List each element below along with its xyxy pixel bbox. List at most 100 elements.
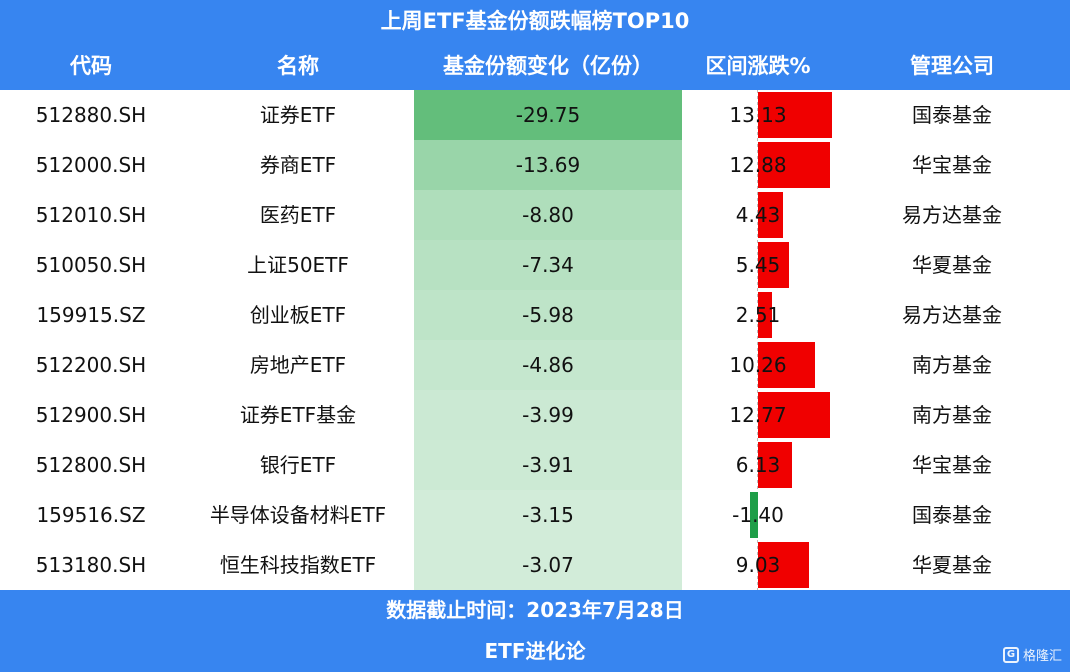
range-change-value: 12.77 bbox=[729, 403, 787, 427]
share-change-value: -5.98 bbox=[522, 303, 574, 327]
cell-range-change: 6.13 bbox=[682, 440, 834, 490]
share-change-value: -3.99 bbox=[522, 403, 574, 427]
table-row: 512800.SH 银行ETF -3.91 6.13 华宝基金 bbox=[0, 440, 1070, 490]
range-change-value: 13.13 bbox=[729, 103, 787, 127]
watermark-logo-icon: G bbox=[1002, 646, 1019, 663]
share-change-heat-fill bbox=[414, 190, 682, 240]
cell-code: 512010.SH bbox=[35, 203, 147, 227]
cell-share-change: -3.15 bbox=[414, 490, 682, 540]
source-label: ETF进化论 bbox=[484, 639, 586, 663]
share-change-heat-fill bbox=[414, 240, 682, 290]
cell-name: 创业板ETF bbox=[249, 303, 347, 327]
cell-company: 华宝基金 bbox=[912, 453, 992, 477]
range-change-bar bbox=[758, 92, 832, 138]
data-cutoff-note: 数据截止时间：2023年7月28日 bbox=[386, 598, 684, 622]
range-change-bar bbox=[758, 192, 783, 238]
range-change-bar bbox=[758, 142, 831, 188]
column-header-company: 管理公司 bbox=[910, 54, 994, 78]
range-change-value: 6.13 bbox=[735, 453, 781, 477]
table-row: 513180.SH 恒生科技指数ETF -3.07 9.03 华夏基金 bbox=[0, 540, 1070, 590]
cell-range-change: 4.43 bbox=[682, 190, 834, 240]
share-change-value: -7.34 bbox=[522, 253, 574, 277]
table-row: 512200.SH 房地产ETF -4.86 10.26 南方基金 bbox=[0, 340, 1070, 390]
share-change-value: -8.80 bbox=[522, 203, 574, 227]
cell-share-change: -3.07 bbox=[414, 540, 682, 590]
watermark: G 格隆汇 bbox=[1002, 645, 1062, 664]
cell-name: 银行ETF bbox=[259, 453, 337, 477]
cell-company: 国泰基金 bbox=[912, 103, 992, 127]
cell-company: 易方达基金 bbox=[902, 303, 1002, 327]
watermark-text: 格隆汇 bbox=[1022, 649, 1062, 664]
range-zero-axis bbox=[757, 90, 758, 590]
share-change-heat-fill bbox=[414, 290, 682, 340]
cell-share-change: -3.99 bbox=[414, 390, 682, 440]
cell-code: 512880.SH bbox=[35, 103, 147, 127]
cell-name: 恒生科技指数ETF bbox=[219, 553, 377, 577]
share-change-value: -3.15 bbox=[522, 503, 574, 527]
range-change-bar bbox=[758, 542, 809, 588]
table-title: 上周ETF基金份额跌幅榜TOP10 bbox=[0, 0, 1070, 42]
data-table: 512880.SH 证券ETF -29.75 13.13 国泰基金 512000.SH 券商… bbox=[0, 90, 1070, 590]
cell-name: 房地产ETF bbox=[249, 353, 347, 377]
share-change-value: -3.07 bbox=[522, 553, 574, 577]
column-header-share-change: 基金份额变化（亿份） bbox=[443, 54, 653, 78]
cell-name: 上证50ETF bbox=[247, 253, 349, 277]
range-change-bar bbox=[758, 292, 773, 338]
share-change-value: -29.75 bbox=[515, 103, 581, 127]
cell-share-change: -3.91 bbox=[414, 440, 682, 490]
range-change-bar bbox=[758, 342, 816, 388]
share-change-value: -3.91 bbox=[522, 453, 574, 477]
cell-code: 512900.SH bbox=[35, 403, 147, 427]
cell-range-change: -1.40 bbox=[682, 490, 834, 540]
cell-share-change: -13.69 bbox=[414, 140, 682, 190]
table-row: 510050.SH 上证50ETF -7.34 5.45 华夏基金 bbox=[0, 240, 1070, 290]
cell-company: 国泰基金 bbox=[912, 503, 992, 527]
cell-share-change: -4.86 bbox=[414, 340, 682, 390]
column-header-row: 代码 名称 基金份额变化（亿份） 区间涨跌% 管理公司 bbox=[0, 42, 1070, 90]
range-change-value: 4.43 bbox=[735, 203, 781, 227]
table-row: 512880.SH 证券ETF -29.75 13.13 国泰基金 bbox=[0, 90, 1070, 140]
table-row: 512010.SH 医药ETF -8.80 4.43 易方达基金 bbox=[0, 190, 1070, 240]
cell-company: 华宝基金 bbox=[912, 153, 992, 177]
cell-range-change: 13.13 bbox=[682, 90, 834, 140]
column-header-range-change: 区间涨跌% bbox=[705, 54, 811, 78]
share-change-heat-fill bbox=[414, 90, 682, 140]
cell-code: 512000.SH bbox=[35, 153, 147, 177]
cell-range-change: 12.88 bbox=[682, 140, 834, 190]
cell-company: 华夏基金 bbox=[912, 253, 992, 277]
range-change-value: -1.40 bbox=[732, 503, 784, 527]
cell-share-change: -5.98 bbox=[414, 290, 682, 340]
share-change-heat-fill bbox=[414, 440, 682, 490]
cell-company: 易方达基金 bbox=[902, 203, 1002, 227]
cell-code: 512200.SH bbox=[35, 353, 147, 377]
cell-share-change: -7.34 bbox=[414, 240, 682, 290]
range-change-value: 10.26 bbox=[729, 353, 787, 377]
cell-code: 512800.SH bbox=[35, 453, 147, 477]
range-change-bar bbox=[758, 442, 793, 488]
share-change-heat-fill bbox=[414, 140, 682, 190]
footer: 数据截止时间：2023年7月28日 ETF进化论 G 格隆汇 bbox=[0, 590, 1070, 672]
cell-name: 医药ETF bbox=[259, 203, 337, 227]
cell-share-change: -29.75 bbox=[414, 90, 682, 140]
column-header-code: 代码 bbox=[70, 54, 112, 78]
range-change-value: 9.03 bbox=[735, 553, 781, 577]
table-row: 512900.SH 证券ETF基金 -3.99 12.77 南方基金 bbox=[0, 390, 1070, 440]
cell-name: 券商ETF bbox=[259, 153, 337, 177]
share-change-heat-fill bbox=[414, 390, 682, 440]
cell-code: 159915.SZ bbox=[36, 303, 146, 327]
range-change-bar bbox=[750, 492, 758, 538]
table-row: 159915.SZ 创业板ETF -5.98 2.51 易方达基金 bbox=[0, 290, 1070, 340]
range-change-bar bbox=[758, 242, 789, 288]
share-change-heat-fill bbox=[414, 340, 682, 390]
range-change-value: 2.51 bbox=[735, 303, 781, 327]
cell-name: 证券ETF bbox=[259, 103, 337, 127]
cell-range-change: 5.45 bbox=[682, 240, 834, 290]
cell-company: 华夏基金 bbox=[912, 553, 992, 577]
range-change-bar bbox=[758, 392, 830, 438]
range-change-value: 5.45 bbox=[735, 253, 781, 277]
cell-company: 南方基金 bbox=[912, 403, 992, 427]
table-header: 上周ETF基金份额跌幅榜TOP10 代码 名称 基金份额变化（亿份） 区间涨跌%… bbox=[0, 0, 1070, 90]
share-change-heat-fill bbox=[414, 490, 682, 540]
share-change-heat-fill bbox=[414, 540, 682, 590]
share-change-value: -4.86 bbox=[522, 353, 574, 377]
